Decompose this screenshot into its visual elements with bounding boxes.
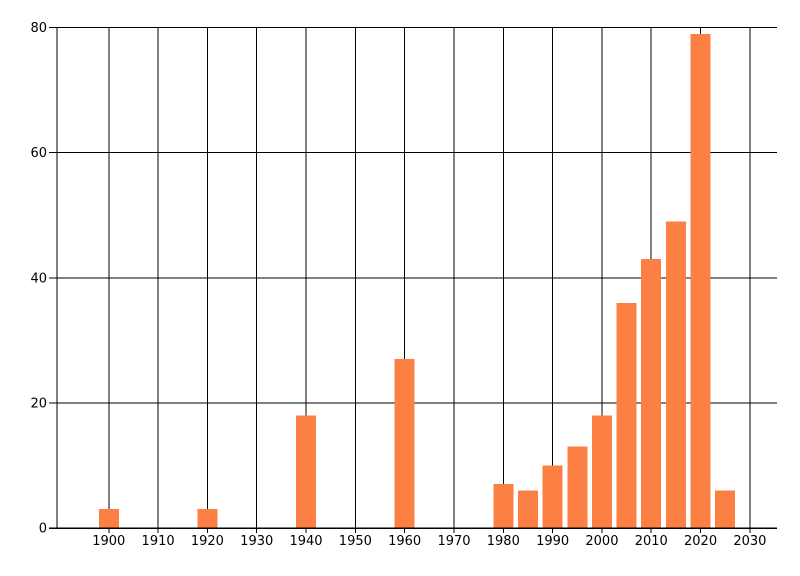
y-tick-label-0: 0	[39, 522, 47, 537]
bar-1960	[394, 359, 415, 528]
bar-2025	[715, 490, 736, 528]
x-tick-label-1980: 1980	[487, 534, 520, 549]
bar-1985	[517, 490, 538, 528]
x-tick-label-1990: 1990	[536, 534, 569, 549]
y-tick-label-40: 40	[30, 271, 47, 286]
bar-1920	[197, 509, 218, 528]
x-tick-label-2010: 2010	[635, 534, 668, 549]
x-tick-label-1950: 1950	[339, 534, 372, 549]
y-tick-label-20: 20	[30, 396, 47, 411]
x-tick-label-2000: 2000	[585, 534, 618, 549]
x-tick-label-1970: 1970	[437, 534, 470, 549]
bar-1990	[542, 465, 563, 528]
bar-1995	[567, 446, 588, 528]
x-tick-label-1920: 1920	[191, 534, 224, 549]
bar-1900	[98, 509, 119, 528]
x-tick-label-1940: 1940	[289, 534, 322, 549]
x-tick-label-1910: 1910	[142, 534, 175, 549]
bar-2015	[665, 221, 686, 528]
y-tick-label-80: 80	[30, 21, 47, 36]
bar-1980	[493, 484, 514, 528]
bar-2020	[690, 33, 711, 528]
x-tick-label-2020: 2020	[684, 534, 717, 549]
x-tick-label-1960: 1960	[388, 534, 421, 549]
bar-1940	[296, 415, 317, 528]
x-tick-label-1930: 1930	[240, 534, 273, 549]
x-tick-label-2030: 2030	[733, 534, 766, 549]
bar-2010	[641, 258, 662, 528]
bar-2000	[591, 415, 612, 528]
x-tick-label-1900: 1900	[92, 534, 125, 549]
y-tick-label-60: 60	[30, 146, 47, 161]
bar-2005	[616, 302, 637, 528]
